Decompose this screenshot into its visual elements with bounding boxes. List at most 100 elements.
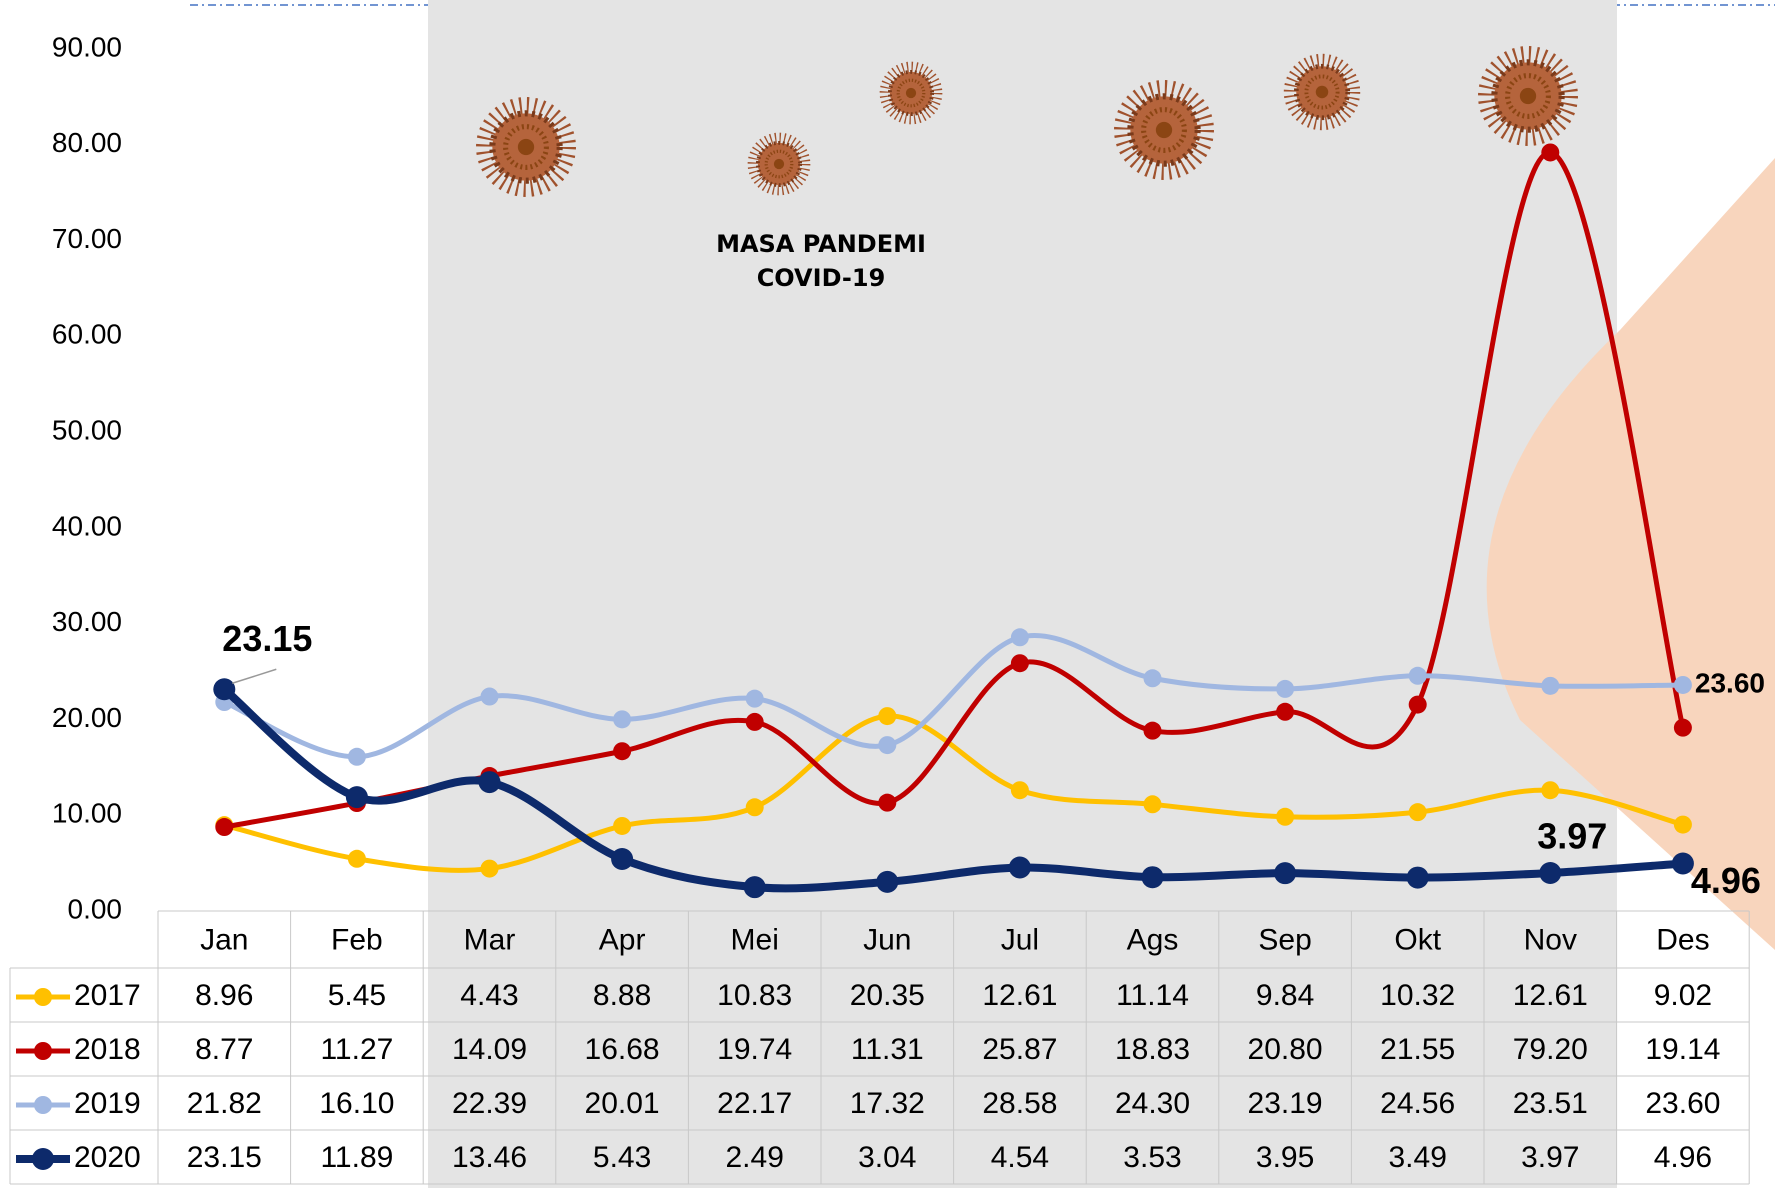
x-tick-label: Feb (331, 923, 383, 956)
point (1274, 862, 1297, 885)
legend-marker (34, 1096, 52, 1114)
point (613, 742, 632, 761)
point (347, 849, 366, 868)
legend-marker (34, 1042, 52, 1060)
series-line (223, 149, 1686, 830)
x-tick-label: Jan (200, 923, 248, 956)
pandemic-band (428, 0, 1617, 1188)
point (1010, 654, 1029, 673)
table-cell: 21.55 (1380, 1033, 1455, 1066)
table-cell: 5.45 (328, 979, 386, 1012)
annotation: MASA PANDEMI (716, 230, 926, 258)
legend-label: 2019 (74, 1087, 141, 1120)
table-cell: 4.54 (991, 1141, 1049, 1174)
point (1276, 807, 1295, 826)
point (876, 870, 899, 893)
point (611, 847, 634, 870)
x-tick-label: Sep (1258, 923, 1311, 956)
point (478, 771, 501, 794)
annotation: COVID-19 (757, 264, 886, 292)
table-cell: 11.14 (1116, 979, 1189, 1012)
table-cell: 9.84 (1256, 979, 1314, 1012)
table-cell: 24.30 (1115, 1087, 1190, 1120)
table-cell: 19.14 (1645, 1033, 1720, 1066)
table-cell: 3.97 (1521, 1141, 1579, 1174)
y-tick-label: 80.00 (52, 127, 122, 158)
point (1541, 781, 1560, 800)
y-tick-label: 90.00 (52, 31, 122, 62)
point (345, 786, 368, 809)
point (745, 712, 764, 731)
data-label: 4.96 (1691, 860, 1761, 901)
table-cell: 79.20 (1513, 1033, 1588, 1066)
table-cell: 10.83 (717, 979, 792, 1012)
point (1408, 695, 1427, 714)
table-cell: 8.88 (593, 979, 651, 1012)
point (1143, 721, 1162, 740)
table-cell: 4.96 (1654, 1141, 1712, 1174)
table-cell: 11.31 (851, 1033, 924, 1066)
decor-shape (1486, 158, 1775, 950)
table-cell: 3.53 (1123, 1141, 1181, 1174)
point (1541, 676, 1560, 695)
x-tick-label: Mei (731, 923, 779, 956)
legend-label: 2020 (74, 1141, 141, 1174)
table-cell: 25.87 (982, 1033, 1057, 1066)
x-tick-label: Des (1656, 923, 1709, 956)
table-cell: 24.56 (1380, 1087, 1455, 1120)
point (878, 707, 897, 726)
point (743, 876, 766, 899)
table-cell: 28.58 (982, 1087, 1057, 1120)
legend-label: 2017 (74, 979, 141, 1012)
x-tick-label: Mar (464, 923, 516, 956)
point (1010, 628, 1029, 647)
table-cell: 14.09 (452, 1033, 527, 1066)
table-cell: 11.89 (320, 1141, 393, 1174)
point (215, 818, 234, 837)
point (1406, 866, 1429, 889)
table-cell: 18.83 (1115, 1033, 1190, 1066)
table-cell: 16.68 (585, 1033, 660, 1066)
table-cell: 23.60 (1645, 1087, 1720, 1120)
legend-marker (32, 1148, 54, 1170)
table-cell: 4.43 (460, 979, 518, 1012)
point (1408, 803, 1427, 822)
table-cell: 8.77 (195, 1033, 253, 1066)
table-cell: 22.39 (452, 1087, 527, 1120)
x-tick-label: Okt (1394, 923, 1441, 956)
point (1276, 702, 1295, 721)
table-cell: 3.95 (1256, 1141, 1314, 1174)
x-tick-label: Apr (599, 923, 646, 956)
x-tick-label: Nov (1524, 923, 1577, 956)
table-cell: 8.96 (195, 979, 253, 1012)
point (1673, 815, 1692, 834)
point (480, 859, 499, 878)
y-tick-label: 60.00 (52, 319, 122, 350)
table-cell: 2.49 (726, 1141, 784, 1174)
point (745, 798, 764, 817)
table-cell: 20.35 (850, 979, 925, 1012)
point (1010, 781, 1029, 800)
point (745, 689, 764, 708)
point (347, 747, 366, 766)
table-cell: 9.02 (1654, 979, 1712, 1012)
point (213, 678, 236, 701)
x-tick-label: Jul (1001, 923, 1039, 956)
table-cell: 20.01 (585, 1087, 660, 1120)
table-cell: 3.49 (1389, 1141, 1447, 1174)
table-cell: 19.74 (717, 1033, 792, 1066)
table-cell: 23.15 (187, 1141, 262, 1174)
point (1276, 679, 1295, 698)
legend-marker (34, 988, 52, 1006)
table-cell: 12.61 (1513, 979, 1588, 1012)
table-cell: 10.32 (1380, 979, 1455, 1012)
x-tick-label: Jun (863, 923, 911, 956)
legend-label: 2018 (74, 1033, 141, 1066)
y-tick-label: 30.00 (52, 606, 122, 637)
series-line (223, 713, 1684, 873)
point (878, 736, 897, 755)
table-cell: 16.10 (319, 1087, 394, 1120)
table-cell: 17.32 (850, 1087, 925, 1120)
table-cell: 21.82 (187, 1087, 262, 1120)
